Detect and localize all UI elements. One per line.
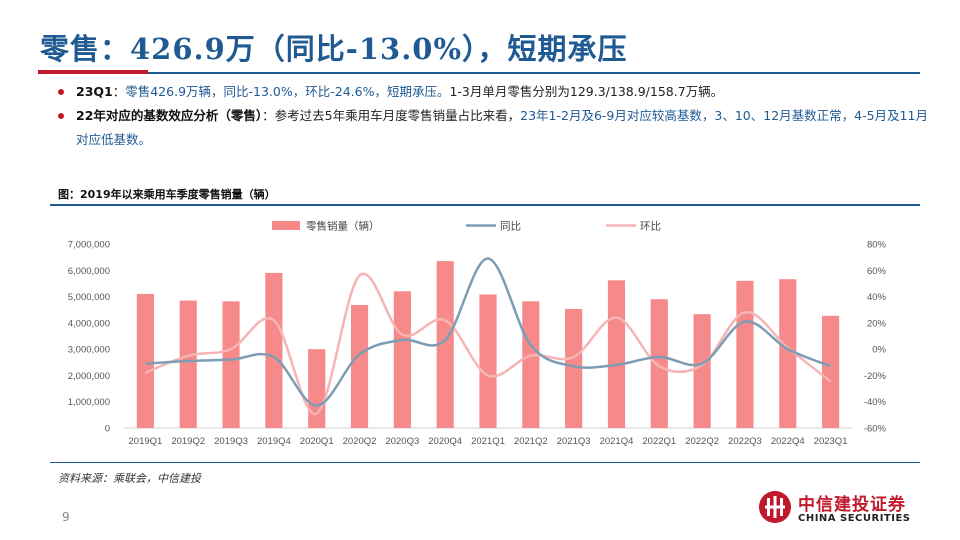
- logo-english-name: CHINA SECURITIES: [798, 513, 911, 524]
- bar-retail-sales: [393, 291, 411, 428]
- x-axis-tick-label: 2019Q3: [214, 436, 248, 447]
- left-axis-tick-label: 7,000,000: [68, 240, 110, 251]
- bar-retail-sales: [179, 300, 197, 428]
- right-axis-tick-label: 40%: [867, 292, 887, 303]
- bullet-lead: 23Q1: [76, 84, 113, 99]
- left-axis-tick-label: 2,000,000: [68, 371, 110, 382]
- x-axis-tick-label: 2023Q1: [814, 436, 848, 447]
- bar-retail-sales: [650, 299, 668, 428]
- bar-retail-sales: [479, 294, 497, 428]
- title-underline: [38, 72, 920, 74]
- left-axis-tick-label: 6,000,000: [68, 266, 110, 277]
- bullet-separator: ：: [112, 84, 126, 99]
- x-axis-tick-label: 2019Q4: [257, 436, 291, 447]
- bar-retail-sales: [565, 308, 583, 428]
- figure-caption-rule: [50, 204, 920, 206]
- right-axis-tick-label: 20%: [867, 318, 887, 329]
- left-axis-tick-label: 5,000,000: [68, 292, 110, 303]
- bar-retail-sales: [222, 301, 240, 428]
- legend-label: 同比: [500, 220, 521, 233]
- right-axis-tick-label: -20%: [864, 371, 887, 382]
- x-axis-tick-label: 2022Q3: [728, 436, 762, 447]
- source-rule: [50, 462, 920, 463]
- bullet-base-effect: 22年对应的基数效应分析（零售）：参考过去5年乘用车月度零售销量占比来看，23年…: [58, 104, 930, 152]
- x-axis-tick-label: 2020Q4: [428, 436, 462, 447]
- left-axis-tick-label: 4,000,000: [68, 318, 110, 329]
- bullet-text: 1-3月单月零售分别为129.3/138.9/158.7万辆。: [449, 84, 724, 99]
- x-axis-tick-label: 2021Q4: [600, 436, 634, 447]
- bar-retail-sales: [607, 280, 626, 428]
- x-axis-tick-label: 2021Q3: [557, 436, 591, 447]
- bullet-23q1: 23Q1：零售426.9万辆，同比-13.0%，环比-24.6%，短期承压。1-…: [58, 80, 930, 104]
- page-number: 9: [62, 510, 70, 524]
- bullet-separator: ：: [262, 108, 275, 123]
- right-axis-tick-label: 80%: [867, 240, 887, 251]
- bullet-lead: 22年对应的基数效应分析（零售）: [76, 108, 263, 123]
- x-axis-tick-label: 2020Q3: [385, 436, 419, 447]
- bullet-highlight: 零售426.9万辆，同比-13.0%，环比-24.6%，短期承压。: [125, 84, 450, 99]
- right-axis-tick-label: 0%: [872, 345, 886, 356]
- bar-retail-sales: [736, 280, 754, 428]
- legend-label: 零售销量（辆）: [306, 220, 380, 233]
- right-axis-tick-label: 60%: [867, 266, 887, 277]
- bullet-text: 参考过去5年乘用车月度零售销量占比来看，: [274, 108, 521, 123]
- bar-retail-sales: [779, 279, 797, 428]
- bar-retail-sales: [522, 301, 540, 428]
- bar-retail-sales: [350, 304, 369, 428]
- bar-retail-sales: [265, 272, 283, 428]
- bar-retail-sales: [693, 314, 711, 428]
- right-axis-tick-label: -40%: [864, 397, 887, 408]
- bar-retail-sales: [308, 349, 326, 428]
- bar-retail-sales: [822, 315, 840, 428]
- x-axis-tick-label: 2020Q2: [343, 436, 377, 447]
- bar-retail-sales: [136, 293, 154, 428]
- x-axis-tick-label: 2022Q4: [771, 436, 805, 447]
- line-yoy: [145, 257, 832, 407]
- x-axis-tick-label: 2021Q1: [471, 436, 505, 447]
- company-logo: 中信建投证券 CHINA SECURITIES: [758, 490, 928, 530]
- x-axis-tick-label: 2019Q2: [171, 436, 205, 447]
- summary-bullets: 23Q1：零售426.9万辆，同比-13.0%，环比-24.6%，短期承压。1-…: [58, 80, 930, 152]
- bullet-highlight: 23年1-2月及6-9月对应较高基数，3、10、12月基数正常，4-5月及11月…: [76, 108, 928, 147]
- china-securities-logo-icon: [759, 491, 791, 523]
- x-axis-tick-label: 2022Q1: [642, 436, 676, 447]
- figure-caption: 图：2019年以来乘用车季度零售销量（辆）: [58, 188, 276, 201]
- retail-sales-chart: 0 1,000,000 2,000,000 3,000,000 4,000,000 5,0…: [68, 220, 887, 448]
- left-axis-tick-label: 0: [105, 424, 110, 435]
- left-axis-tick-label: 3,000,000: [68, 345, 110, 356]
- x-axis-tick-label: 2020Q1: [300, 436, 334, 447]
- x-axis-tick-label: 2022Q2: [685, 436, 719, 447]
- source-note: 资料来源：乘联会，中信建投: [58, 472, 201, 485]
- x-axis-tick-label: 2021Q2: [514, 436, 548, 447]
- right-axis-tick-label: -60%: [864, 424, 887, 435]
- page-title: 零售：426.9万（同比-13.0%），短期承压: [40, 32, 628, 66]
- logo-chinese-name: 中信建投证券: [798, 495, 906, 515]
- x-axis-tick-label: 2019Q1: [129, 436, 163, 447]
- legend-label: 环比: [640, 220, 661, 233]
- title-accent-bar: [38, 70, 148, 74]
- legend-swatch-bar: [272, 221, 300, 230]
- left-axis-tick-label: 1,000,000: [68, 397, 110, 408]
- bar-retail-sales: [436, 261, 454, 428]
